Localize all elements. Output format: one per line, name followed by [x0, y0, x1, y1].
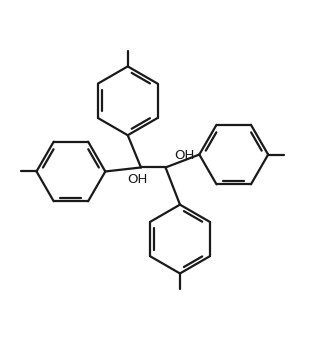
- Text: OH: OH: [128, 173, 148, 186]
- Text: OH: OH: [174, 149, 194, 162]
